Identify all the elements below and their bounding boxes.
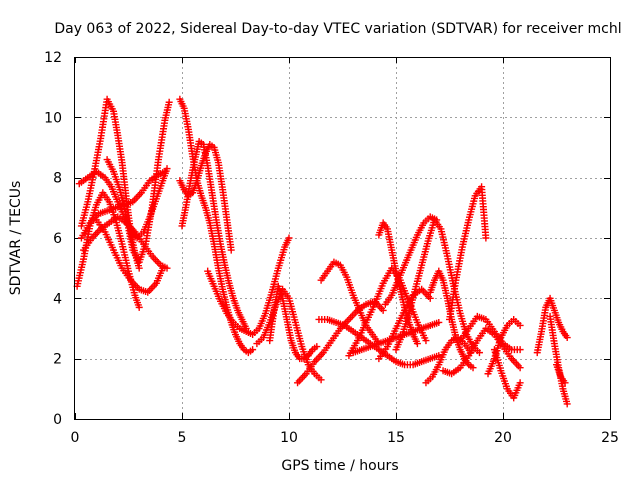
chart-title: Day 063 of 2022, Sidereal Day-to-day VTE… <box>54 21 621 37</box>
data-point <box>317 376 325 384</box>
y-tick-label: 6 <box>53 231 62 247</box>
data-point <box>563 400 571 408</box>
series-track-32 <box>553 361 569 387</box>
x-axis-label: GPS time / hours <box>281 458 398 474</box>
data-point <box>435 352 443 360</box>
data-point <box>563 334 571 342</box>
data-point <box>482 234 490 242</box>
y-tick-label: 4 <box>53 291 62 307</box>
data-point <box>379 306 387 314</box>
data-point <box>227 246 235 254</box>
data-point <box>516 321 524 329</box>
data-point <box>516 379 524 387</box>
series-track-05 <box>77 168 169 242</box>
x-tick-label: 20 <box>494 430 512 446</box>
data-point <box>435 318 443 326</box>
series-track-07 <box>92 216 167 296</box>
plot-frame <box>74 57 611 420</box>
data-point <box>561 379 569 387</box>
series-track-29 <box>490 346 524 402</box>
x-tick-label: 15 <box>387 430 405 446</box>
y-tick-label: 10 <box>44 110 62 126</box>
data-point <box>516 346 524 354</box>
data-point <box>161 168 169 176</box>
data-point <box>433 216 441 224</box>
data-point <box>135 303 143 311</box>
tick-labels: 0 5 10 15 20 25 0 2 4 6 8 10 12 <box>44 50 619 446</box>
y-tick-label: 8 <box>53 171 62 187</box>
data-point <box>413 340 421 348</box>
series-track-13 <box>266 282 321 363</box>
data-point <box>165 98 173 106</box>
series-track-10 <box>178 137 250 332</box>
data-point <box>426 294 434 302</box>
series-track-15 <box>317 258 383 348</box>
data-point <box>516 364 524 372</box>
grid <box>75 57 610 419</box>
series-track-19 <box>375 219 421 348</box>
series-track-25 <box>446 183 490 323</box>
data-point <box>135 264 143 272</box>
data-point <box>285 234 293 242</box>
y-tick-label: 0 <box>53 412 62 428</box>
x-tick-label: 5 <box>178 430 187 446</box>
series-track-04 <box>103 98 173 266</box>
x-tick-label: 0 <box>71 430 80 446</box>
y-axis-label: SDTVAR / TECUs <box>8 181 24 296</box>
series-track-22 <box>381 213 441 308</box>
data-point <box>475 349 483 357</box>
y-tick-label: 2 <box>53 352 62 368</box>
data-points <box>73 95 571 408</box>
data-point <box>422 337 430 345</box>
series-track-11 <box>204 234 293 339</box>
data-point <box>249 346 257 354</box>
series-track-30 <box>533 294 571 357</box>
series-track-03 <box>77 95 143 272</box>
data-point <box>159 264 167 272</box>
series-track-28 <box>484 315 524 378</box>
data-point <box>469 364 477 372</box>
data-point <box>313 343 321 351</box>
y-tick-label: 12 <box>44 50 62 66</box>
x-tick-label: 10 <box>280 430 298 446</box>
x-tick-label: 25 <box>601 430 619 446</box>
